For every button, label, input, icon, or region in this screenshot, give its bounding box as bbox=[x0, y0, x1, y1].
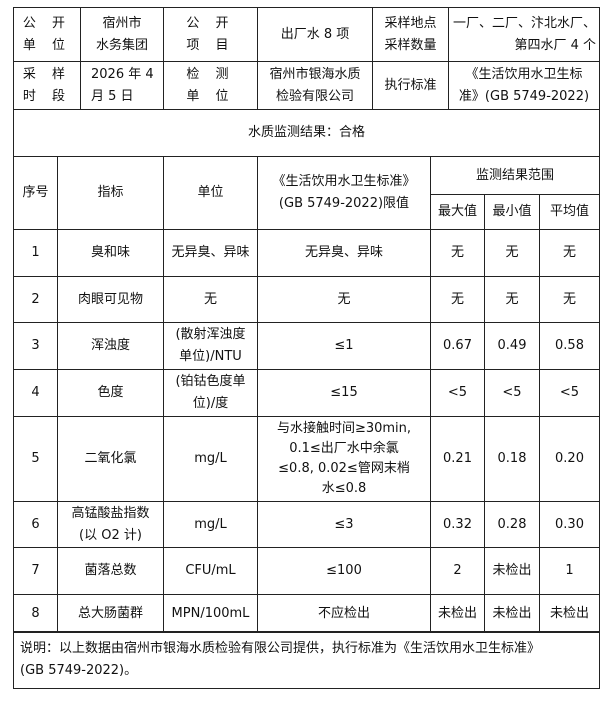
header-index: 指标 bbox=[57, 156, 164, 230]
cell-limit: ≤15 bbox=[257, 369, 431, 417]
cell-index: 浑浊度 bbox=[57, 322, 164, 370]
cell-max: 0.32 bbox=[430, 501, 485, 548]
cell-unit: MPN/100mL bbox=[163, 594, 258, 633]
cell-avg: 无 bbox=[539, 229, 600, 277]
site-label: 采样地点 采样数量 bbox=[372, 7, 449, 62]
cell-avg: 无 bbox=[539, 276, 600, 323]
cell-index: 二氧化氯 bbox=[57, 416, 164, 502]
cell-avg: 0.58 bbox=[539, 322, 600, 370]
cell-unit: 无 bbox=[163, 276, 258, 323]
cell-avg: 0.30 bbox=[539, 501, 600, 548]
header-min: 最小值 bbox=[484, 194, 540, 230]
cell-unit: CFU/mL bbox=[163, 547, 258, 595]
period-value: 2026 年 4 月 5 日 bbox=[80, 61, 164, 110]
cell-min: 0.18 bbox=[484, 416, 540, 502]
cell-max: 2 bbox=[430, 547, 485, 595]
header-limit: 《生活饮用水卫生标准》 (GB 5749-2022)限值 bbox=[257, 156, 431, 230]
site-value: 一厂、二厂、汴北水厂、 第四水厂 4 个 bbox=[448, 7, 600, 62]
cell-no: 1 bbox=[13, 229, 58, 277]
cell-min: 未检出 bbox=[484, 594, 540, 633]
cell-max: 无 bbox=[430, 276, 485, 323]
cell-unit: mg/L bbox=[163, 416, 258, 502]
item-value: 出厂水 8 项 bbox=[257, 7, 373, 62]
cell-limit: 无异臭、异味 bbox=[257, 229, 431, 277]
cell-unit: 无异臭、异味 bbox=[163, 229, 258, 277]
cell-index: 色度 bbox=[57, 369, 164, 417]
cell-min: 0.49 bbox=[484, 322, 540, 370]
item-label: 公 开 项 目 bbox=[163, 7, 258, 62]
lab-label: 检 测 单 位 bbox=[163, 61, 258, 110]
cell-limit: ≤1 bbox=[257, 322, 431, 370]
cell-index: 总大肠菌群 bbox=[57, 594, 164, 633]
cell-max: 无 bbox=[430, 229, 485, 277]
cell-unit: (散射浑浊度 单位)/NTU bbox=[163, 322, 258, 370]
cell-no: 5 bbox=[13, 416, 58, 502]
result-summary: 水质监测结果：合格 bbox=[13, 109, 600, 157]
header-max: 最大值 bbox=[430, 194, 485, 230]
unit-value: 宿州市 水务集团 bbox=[80, 7, 164, 62]
standard-label: 执行标准 bbox=[372, 61, 449, 110]
note: 说明：以上数据由宿州市银海水质检验有限公司提供，执行标准为《生活饮用水卫生标准》… bbox=[13, 631, 600, 689]
cell-avg: 0.20 bbox=[539, 416, 600, 502]
cell-unit: mg/L bbox=[163, 501, 258, 548]
cell-index: 高锰酸盐指数 (以 O2 计) bbox=[57, 501, 164, 548]
cell-max: <5 bbox=[430, 369, 485, 417]
cell-avg: 1 bbox=[539, 547, 600, 595]
cell-min: <5 bbox=[484, 369, 540, 417]
cell-no: 2 bbox=[13, 276, 58, 323]
header-range: 监测结果范围 bbox=[430, 156, 600, 195]
cell-max: 未检出 bbox=[430, 594, 485, 633]
cell-avg: <5 bbox=[539, 369, 600, 417]
standard-value: 《生活饮用水卫生标 准》(GB 5749-2022) bbox=[448, 61, 600, 110]
cell-min: 0.28 bbox=[484, 501, 540, 548]
cell-index: 肉眼可见物 bbox=[57, 276, 164, 323]
cell-no: 4 bbox=[13, 369, 58, 417]
cell-max: 0.67 bbox=[430, 322, 485, 370]
cell-unit: (铂钴色度单 位)/度 bbox=[163, 369, 258, 417]
cell-limit: 不应检出 bbox=[257, 594, 431, 633]
cell-index: 臭和味 bbox=[57, 229, 164, 277]
header-unit: 单位 bbox=[163, 156, 258, 230]
cell-max: 0.21 bbox=[430, 416, 485, 502]
cell-min: 无 bbox=[484, 229, 540, 277]
unit-label: 公 开 单 位 bbox=[13, 7, 81, 62]
cell-no: 8 bbox=[13, 594, 58, 633]
cell-min: 无 bbox=[484, 276, 540, 323]
cell-no: 7 bbox=[13, 547, 58, 595]
cell-no: 6 bbox=[13, 501, 58, 548]
cell-limit: ≤3 bbox=[257, 501, 431, 548]
cell-limit: 无 bbox=[257, 276, 431, 323]
cell-index: 菌落总数 bbox=[57, 547, 164, 595]
lab-value: 宿州市银海水质 检验有限公司 bbox=[257, 61, 373, 110]
header-no: 序号 bbox=[13, 156, 58, 230]
cell-min: 未检出 bbox=[484, 547, 540, 595]
period-label: 采 样 时 段 bbox=[13, 61, 81, 110]
cell-limit: 与水接触时间≥30min, 0.1≤出厂水中余氯 ≤0.8, 0.02≤管网末梢… bbox=[257, 416, 431, 502]
cell-limit: ≤100 bbox=[257, 547, 431, 595]
cell-no: 3 bbox=[13, 322, 58, 370]
header-avg: 平均值 bbox=[539, 194, 600, 230]
cell-avg: 未检出 bbox=[539, 594, 600, 633]
